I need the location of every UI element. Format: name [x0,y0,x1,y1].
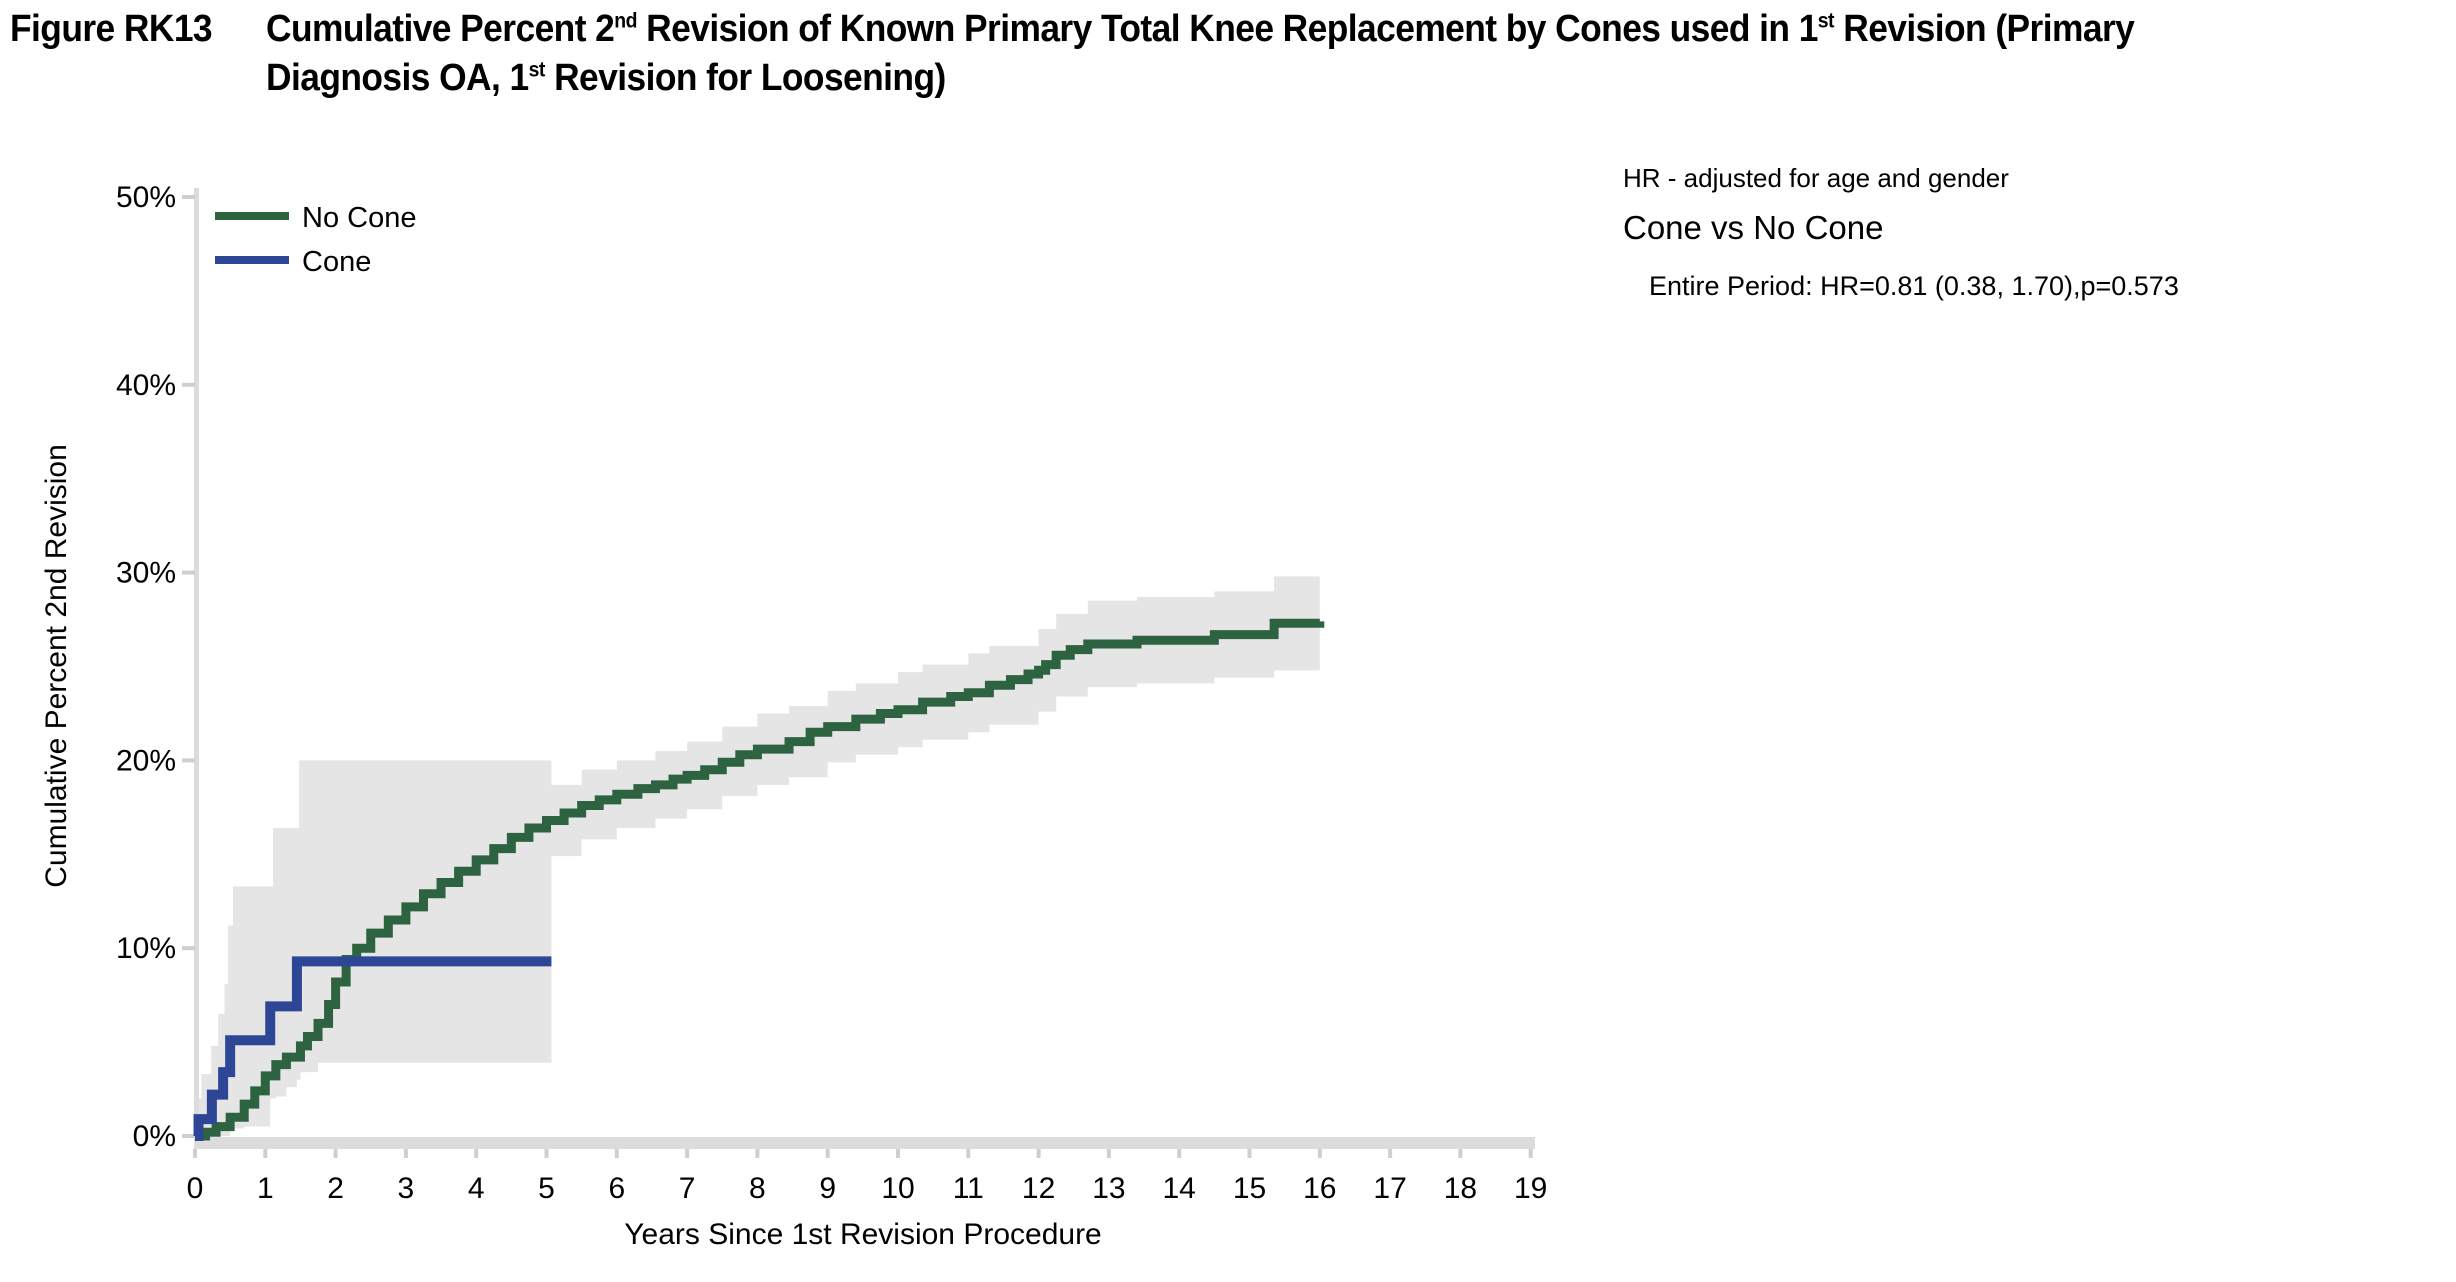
title-superscript: st [528,58,546,82]
figure-title-line1: Cumulative Percent 2nd Revision of Known… [266,8,2135,51]
x-tick [333,1149,338,1158]
series-line-cone [193,956,552,1141]
x-tick-label: 9 [819,1172,836,1205]
title-text: Cumulative Percent 2 [266,8,615,50]
y-tick [182,946,195,951]
y-tick [182,195,195,199]
x-tick [825,1149,830,1158]
x-axis-title: Years Since 1st Revision Procedure [624,1218,1102,1251]
x-tick [263,1149,268,1158]
x-tick [1388,1149,1393,1158]
x-tick [1036,1149,1041,1158]
x-tick-label: 3 [398,1172,415,1205]
title-text: Revision of Known Primary Total Knee Rep… [636,8,1818,50]
title-text: Diagnosis OA, 1 [266,57,529,99]
x-tick [1177,1149,1182,1158]
legend-label-cone: Cone [302,246,371,278]
x-tick [614,1149,619,1158]
x-axis-line [194,1137,1535,1149]
x-tick [1528,1149,1533,1158]
figure-title-line2: Diagnosis OA, 1st Revision for Loosening… [266,57,946,100]
y-tick-label: 0% [133,1120,176,1153]
legend-label-no-cone: No Cone [302,202,416,234]
hr-result-text: Entire Period: HR=0.81 (0.38, 1.70),p=0.… [1649,271,2179,301]
hr-adjustment-note: HR - adjusted for age and gender [1623,163,2009,193]
x-tick-label: 13 [1092,1172,1125,1205]
x-tick [1458,1149,1463,1158]
x-tick [1247,1149,1252,1158]
ci-band-no-cone [195,572,1320,1136]
x-tick [1106,1149,1111,1158]
figure-label-row: Figure RK13 [10,8,213,51]
y-tick-label: 10% [116,932,176,965]
x-tick-label: 1 [257,1172,274,1205]
y-tick-label: 20% [116,744,176,777]
y-axis-line [194,188,199,1149]
title-text: Revision for Loosening) [544,57,946,99]
x-tick-label: 6 [608,1172,625,1205]
x-tick [966,1149,971,1158]
x-tick [896,1149,900,1158]
x-tick-label: 12 [1022,1172,1055,1205]
y-tick-label: 40% [116,369,176,402]
x-tick-label: 14 [1163,1172,1196,1205]
x-tick-label: 8 [749,1172,766,1205]
y-axis-title: Cumulative Percent 2nd Revision [40,444,73,888]
y-tick [182,1134,195,1138]
x-tick [474,1149,479,1158]
x-tick-label: 11 [953,1172,984,1205]
y-tick-label: 50% [116,181,176,214]
title-text: Revision (Primary [1833,8,2135,50]
x-tick-label: 4 [468,1172,485,1205]
x-tick-label: 19 [1514,1172,1547,1205]
hr-comparison-label: Cone vs No Cone [1623,209,1884,246]
x-tick [544,1149,549,1158]
x-tick-label: 10 [881,1172,914,1205]
x-tick-label: 18 [1444,1172,1477,1205]
x-tick-label: 5 [538,1172,555,1205]
x-tick [755,1149,760,1158]
x-tick [685,1149,690,1158]
x-tick-label: 2 [327,1172,344,1205]
x-tick-label: 15 [1233,1172,1266,1205]
y-tick [182,382,195,387]
x-tick [403,1149,408,1158]
figure-label: Figure RK13 [10,8,213,50]
y-tick-label: 30% [116,557,176,590]
x-tick [193,1149,197,1158]
x-tick-label: 17 [1373,1172,1406,1205]
x-tick-label: 7 [679,1172,696,1205]
title-superscript: st [1817,9,1835,33]
title-superscript: nd [614,9,637,33]
x-tick-label: 16 [1303,1172,1336,1205]
x-tick-label: 0 [187,1172,204,1205]
y-tick [182,570,195,575]
x-tick [1317,1149,1322,1158]
series-line-no-cone [195,618,1325,1141]
y-tick [182,758,195,763]
